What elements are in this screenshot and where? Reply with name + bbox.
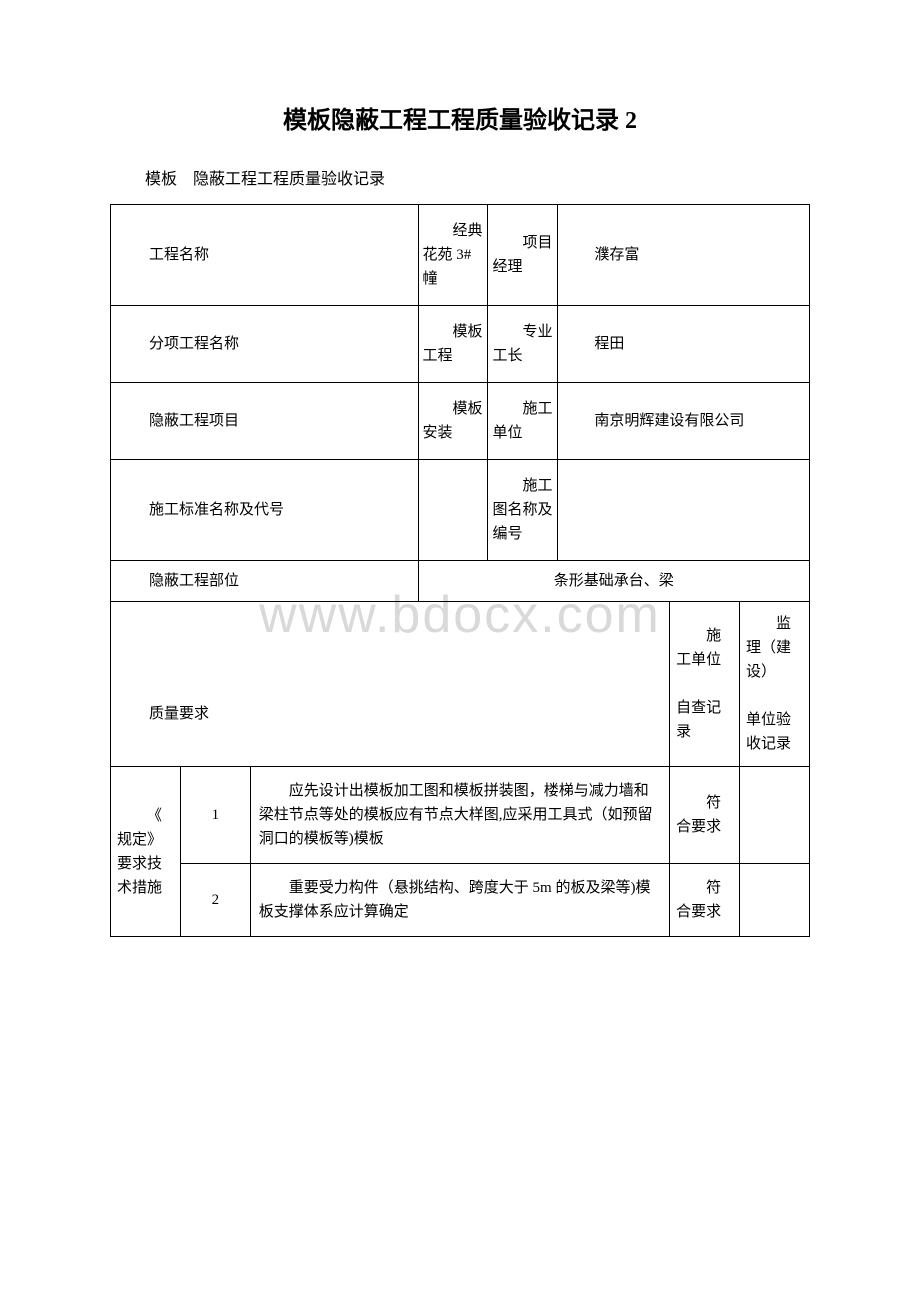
selfcheck-row-1: 符合要求 bbox=[670, 767, 740, 864]
value-concealed-item: 模板安装 bbox=[418, 383, 488, 460]
value-foreman: 程田 bbox=[558, 306, 810, 383]
text-supervisor-2: 单位验收记录 bbox=[746, 712, 791, 752]
desc-row-2: 重要受力构件（悬挑结构、跨度大于 5m 的板及梁等)模板支撑体系应计算确定 bbox=[250, 864, 669, 937]
table-row: 质量要求 施工单位 自查记录 监理（建设） 单位验收记录 bbox=[111, 602, 810, 767]
value-concealed-location: 条形基础承台、梁 bbox=[418, 561, 809, 602]
table-row: 工程名称 经典花苑 3#幢 项目经理 濮存富 bbox=[111, 205, 810, 306]
label-concealed-location: 隐蔽工程部位 bbox=[111, 561, 419, 602]
table-row: 《规定》要求技术措施 1 应先设计出模板加工图和模板拼装图，楼梯与减力墙和梁柱节… bbox=[111, 767, 810, 864]
row-number-2: 2 bbox=[180, 864, 250, 937]
table-row: 隐蔽工程部位 条形基础承台、梁 bbox=[111, 561, 810, 602]
label-regulation-tech: 《规定》要求技术措施 bbox=[111, 767, 181, 937]
label-drawing-code: 施工图名称及编号 bbox=[488, 460, 558, 561]
label-construction-unit: 施工单位 bbox=[488, 383, 558, 460]
value-construction-unit: 南京明辉建设有限公司 bbox=[558, 383, 810, 460]
value-standard-code bbox=[418, 460, 488, 561]
text-supervisor-1: 监理（建设） bbox=[746, 616, 791, 680]
label-self-check: 施工单位 自查记录 bbox=[670, 602, 740, 767]
table-row: 隐蔽工程项目 模板安装 施工单位 南京明辉建设有限公司 bbox=[111, 383, 810, 460]
row-number-1: 1 bbox=[180, 767, 250, 864]
table-row: 施工标准名称及代号 施工图名称及编号 bbox=[111, 460, 810, 561]
value-subproject: 模板工程 bbox=[418, 306, 488, 383]
label-subproject-name: 分项工程名称 bbox=[111, 306, 419, 383]
table-row: 分项工程名称 模板工程 专业工长 程田 bbox=[111, 306, 810, 383]
text-self-check-2: 自查记录 bbox=[676, 700, 721, 740]
label-project-manager: 项目经理 bbox=[488, 205, 558, 306]
value-project-building: 经典花苑 3#幢 bbox=[418, 205, 488, 306]
supervisor-row-2 bbox=[740, 864, 810, 937]
selfcheck-row-2: 符合要求 bbox=[670, 864, 740, 937]
text-self-check-1: 施工单位 bbox=[676, 628, 721, 668]
label-project-name: 工程名称 bbox=[111, 205, 419, 306]
label-concealed-item: 隐蔽工程项目 bbox=[111, 383, 419, 460]
inspection-record-table: 工程名称 经典花苑 3#幢 项目经理 濮存富 分项工程名称 模板工程 专业工长 … bbox=[110, 204, 810, 937]
supervisor-row-1 bbox=[740, 767, 810, 864]
label-supervisor-check: 监理（建设） 单位验收记录 bbox=[740, 602, 810, 767]
label-quality-requirement: 质量要求 bbox=[111, 602, 670, 767]
value-drawing-code bbox=[558, 460, 810, 561]
desc-row-1: 应先设计出模板加工图和模板拼装图，楼梯与减力墙和梁柱节点等处的模板应有节点大样图… bbox=[250, 767, 669, 864]
page-title: 模板隐蔽工程工程质量验收记录 2 bbox=[110, 100, 810, 135]
table-row: 2 重要受力构件（悬挑结构、跨度大于 5m 的板及梁等)模板支撑体系应计算确定 … bbox=[111, 864, 810, 937]
label-foreman: 专业工长 bbox=[488, 306, 558, 383]
page-subtitle: 模板 隐蔽工程工程质量验收记录 bbox=[110, 165, 810, 189]
label-standard-code: 施工标准名称及代号 bbox=[111, 460, 419, 561]
value-project-manager: 濮存富 bbox=[558, 205, 810, 306]
